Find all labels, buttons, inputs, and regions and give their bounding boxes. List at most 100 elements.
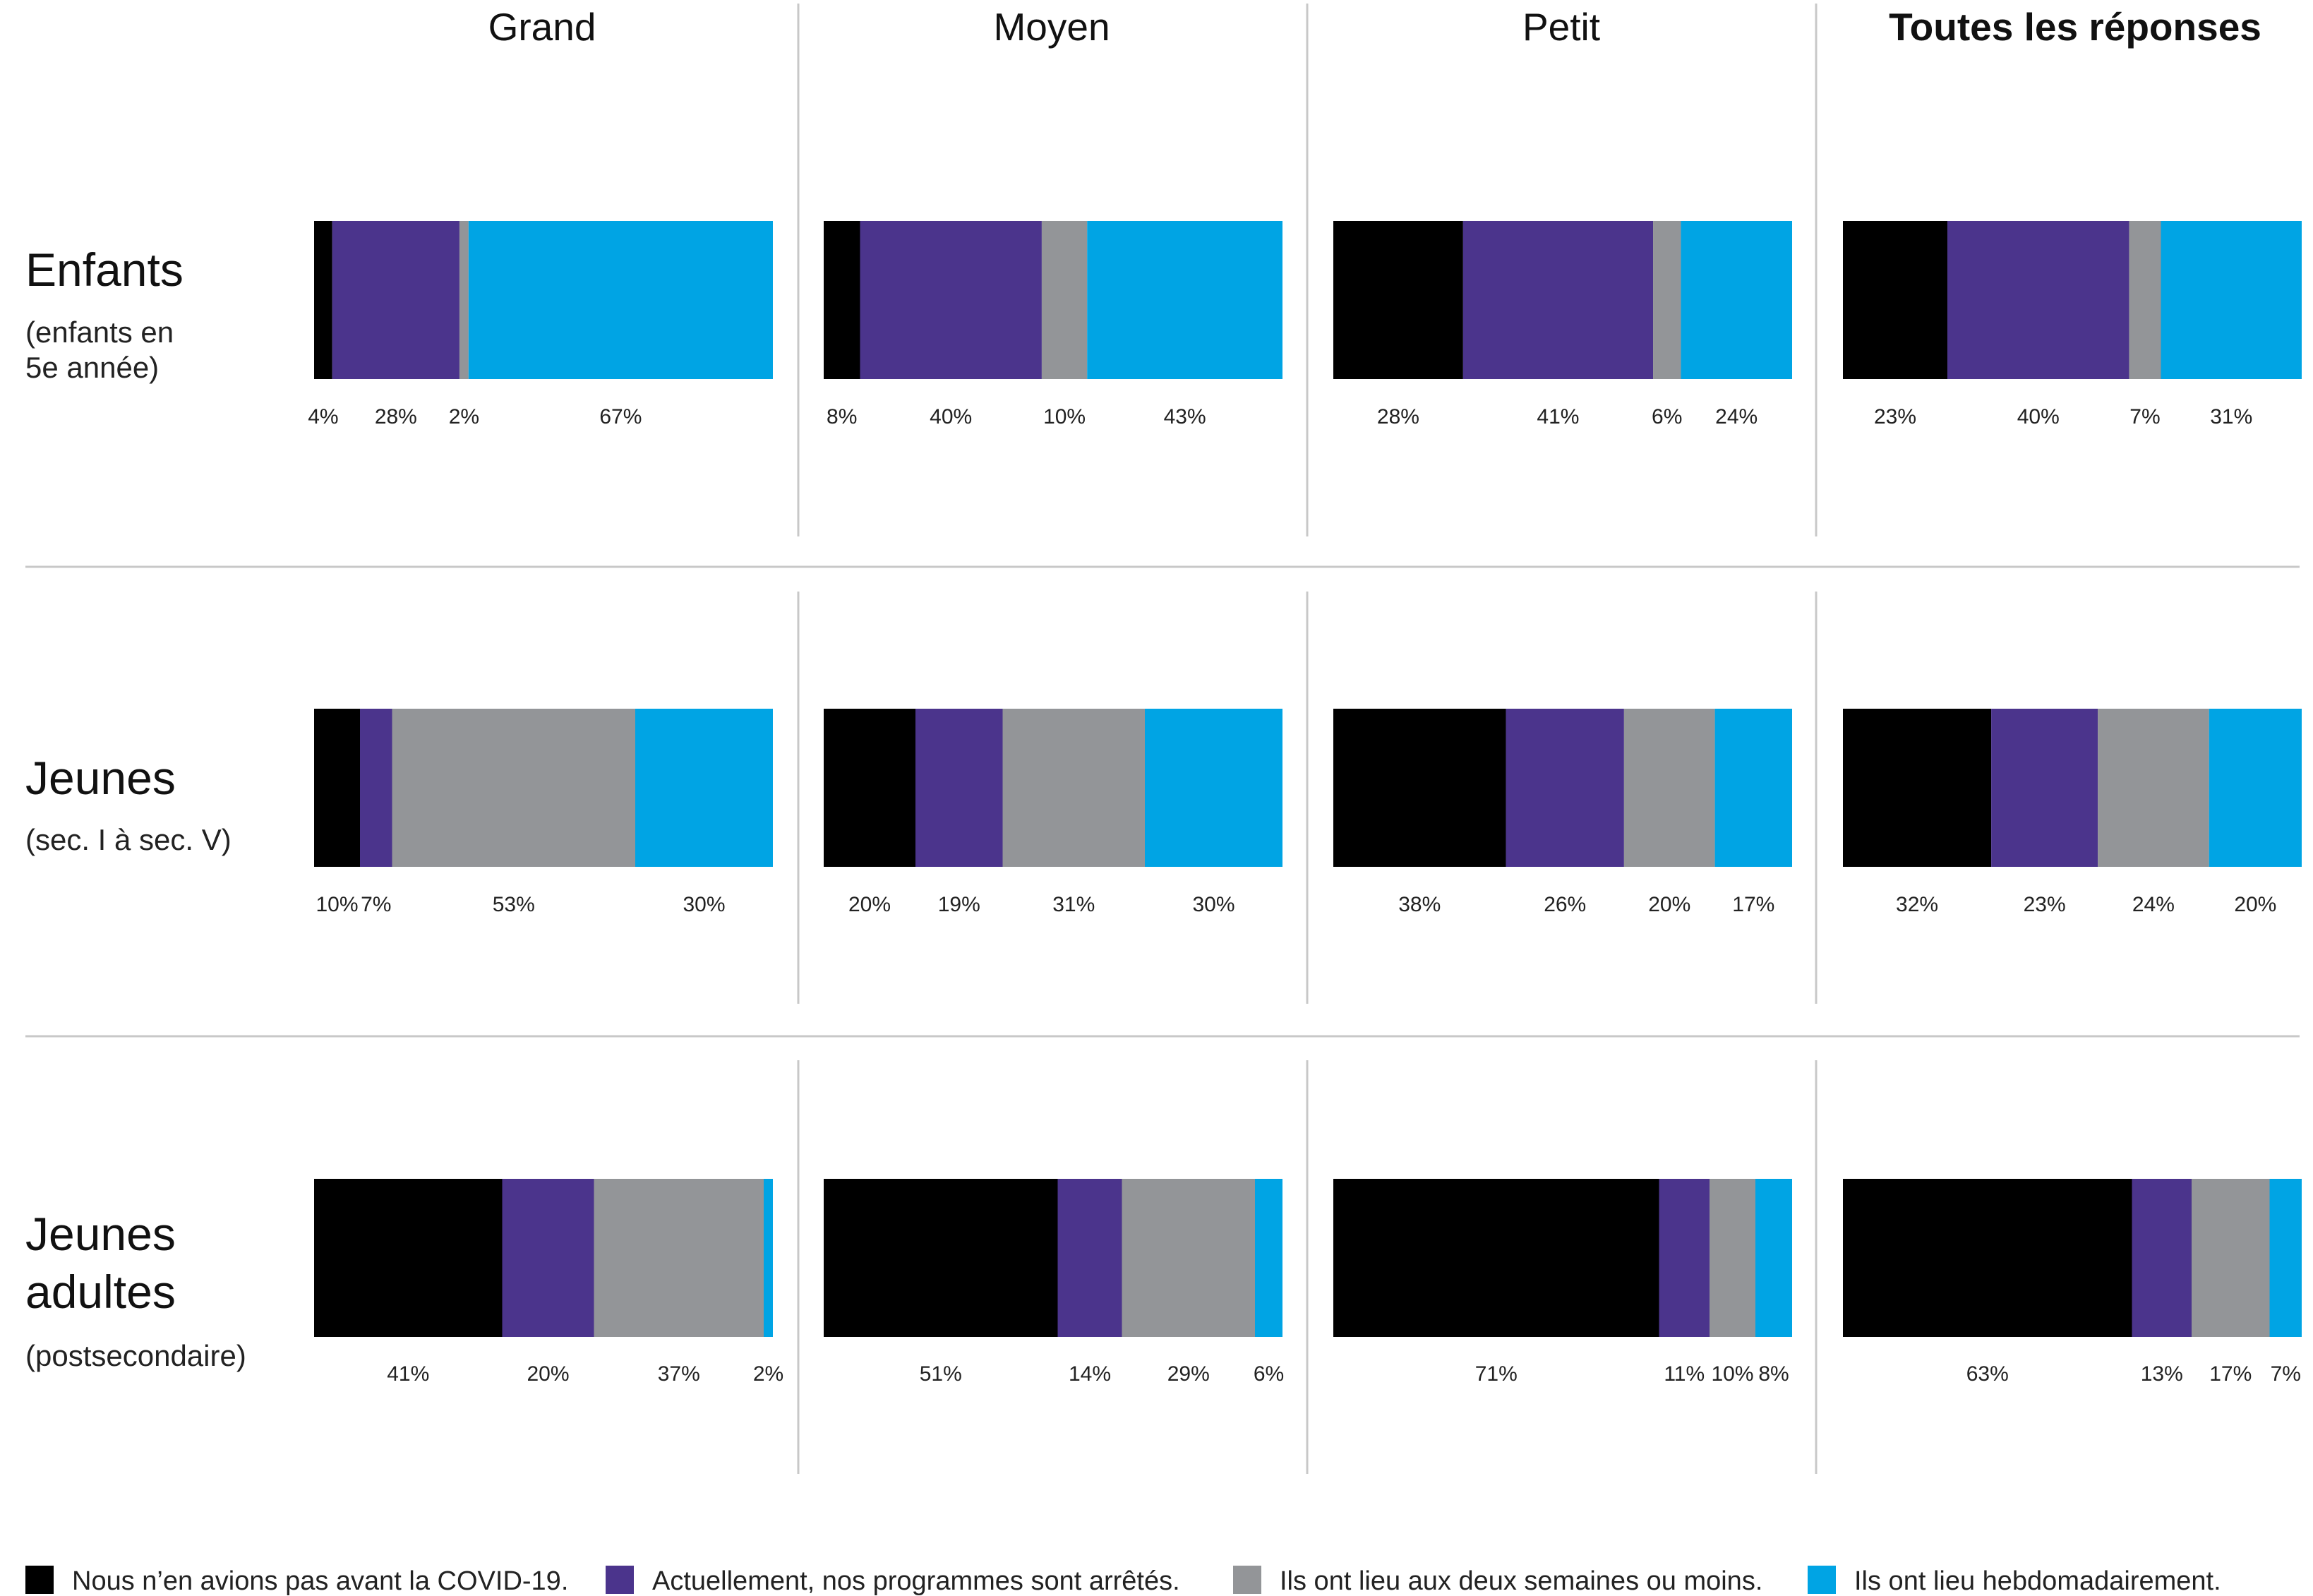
bar-segment [1333,709,1506,867]
bar-segment [314,221,332,379]
legend: Nous n’en avions pas avant la COVID-19. A… [25,1566,2221,1596]
bar-segment [1843,709,1992,867]
data-label: 6% [1254,1362,1284,1386]
bar-segment [2129,221,2161,379]
bar-segment [1710,1179,1755,1337]
bar-segment [2132,1179,2192,1337]
data-label: 24% [1715,405,1758,428]
column-title: Toutes les réponses [1889,5,2261,49]
data-label: 38% [1398,893,1441,916]
data-label: 17% [2209,1362,2252,1386]
grid-lines [25,4,2300,1474]
data-label: 20% [848,893,891,916]
bar-segment [1714,709,1792,867]
data-label: 29% [1167,1362,1210,1386]
data-label: 2% [753,1362,783,1386]
data-label: 32% [1896,893,1938,916]
bar-segment [332,221,459,379]
bar-segment [915,709,1003,867]
bar-segment [594,1179,764,1337]
legend-swatch [1808,1566,1836,1594]
column-title: Grand [488,5,596,49]
bar-segment [1462,221,1654,379]
bar-segment [860,221,1042,379]
bar-segment [314,709,360,867]
column-title: Petit [1522,5,1600,49]
legend-label: Actuellement, nos programmes sont arrêté… [652,1566,1180,1596]
bar-segment [2209,709,2302,867]
legend-label: Ils ont lieu aux deux semaines ou moins. [1280,1566,1762,1596]
row-subtitle: 5e année) [25,351,159,384]
legend-swatch [25,1566,54,1594]
row-subtitle: (enfants en [25,316,174,349]
data-label: 6% [1652,405,1682,428]
bar-segment [1087,221,1282,379]
bar-segment [1041,221,1088,379]
bar-segment [1145,709,1282,867]
legend-swatch [1233,1566,1261,1594]
bar-segment [502,1179,594,1337]
data-label: 24% [2132,893,2175,916]
bar-segment [2192,1179,2270,1337]
data-label: 8% [1758,1362,1789,1386]
data-label: 30% [1192,893,1234,916]
bar-segment [1333,1179,1659,1337]
row-title: Jeunes [25,752,176,804]
data-label: 53% [493,893,535,916]
data-label: 40% [930,405,972,428]
data-label: 19% [938,893,980,916]
data-label: 10% [1711,1362,1753,1386]
bar-segment [764,1179,773,1337]
bar-segment [824,221,860,379]
data-label: 31% [2210,405,2252,428]
data-label: 14% [1069,1362,1111,1386]
data-label: 20% [1648,893,1690,916]
bar-segment [1255,1179,1282,1337]
data-label: 10% [1043,405,1086,428]
row-subtitle: (sec. I à sec. V) [25,823,232,856]
bar-segment [459,221,469,379]
row-title: Enfants [25,244,184,296]
bar-segment [1002,709,1145,867]
percent-labels: 4% 28% 2% 67% 8% 40% 10% 43% 28% 41% 6% 24% 23% 40% 7%… [308,405,2301,1386]
bar-segment [1653,221,1681,379]
data-label: 41% [1537,405,1579,428]
bar-segment [392,709,635,867]
row-title: adultes [25,1266,176,1318]
bar-segment [360,709,392,867]
bar-segment [635,709,773,867]
bar-segment [1623,709,1715,867]
bar-segment [468,221,773,379]
data-label: 71% [1475,1362,1518,1386]
data-label: 26% [1544,893,1586,916]
bar-segment [824,1179,1058,1337]
legend-swatch [606,1566,634,1594]
data-label: 4% [308,405,338,428]
row-title: Jeunes [25,1208,176,1260]
data-label: 37% [658,1362,700,1386]
bar-segment [2269,1179,2302,1337]
data-label: 43% [1164,405,1206,428]
bar-segment [2161,221,2302,379]
data-label: 11% [1664,1362,1705,1386]
data-label: 20% [527,1362,569,1386]
data-label: 41% [387,1362,429,1386]
bar-segment [1843,1179,2132,1337]
legend-label: Ils ont lieu hebdomadairement. [1854,1566,2221,1596]
bar-segment [1506,709,1624,867]
bar-segment [1681,221,1792,379]
column-headers: Grand Moyen Petit Toutes les réponses [488,5,2261,49]
bar-segment [824,709,915,867]
bar-segment [1991,709,2098,867]
bar-segment [2098,709,2209,867]
data-label: 51% [920,1362,962,1386]
data-label: 8% [827,405,857,428]
data-label: 7% [2129,405,2160,428]
bar-segment [1333,221,1463,379]
bar-segment [1843,221,1948,379]
data-label: 23% [1874,405,1916,428]
bar-segment [1057,1179,1122,1337]
bar-segment [1947,221,2129,379]
data-label: 7% [361,893,391,916]
